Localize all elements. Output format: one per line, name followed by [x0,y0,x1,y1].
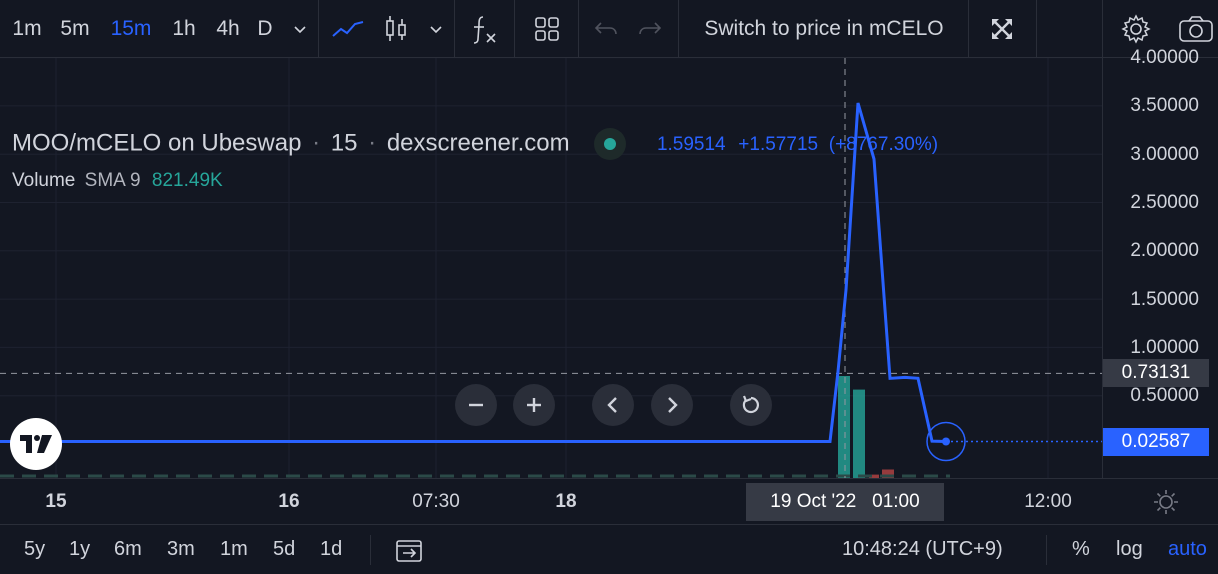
scroll-right-button[interactable] [651,384,693,426]
time-tick: 18 [555,490,577,512]
legend-separator: · [312,129,321,157]
price-axis[interactable]: 4.00000 3.50000 3.00000 2.50000 2.00000 … [1102,47,1218,478]
time-tick: 15 [45,490,67,512]
chart-type-chevron-icon[interactable] [424,0,448,57]
gear-icon[interactable] [1112,0,1160,57]
interval-4h-button[interactable]: 4h [216,16,240,40]
legend-source: dexscreener.com [386,129,570,157]
sun-icon[interactable] [1146,479,1186,524]
last-price-label: 0.02587 [1103,427,1209,456]
price-tick: 1.50000 [1130,289,1199,310]
price-tick: 0.50000 [1130,385,1199,406]
auto-scale-toggle[interactable]: auto [1168,538,1207,560]
undo-icon[interactable] [588,0,624,57]
layout-grid-icon[interactable] [524,0,570,57]
interval-15m-button[interactable]: 15m [110,16,152,40]
price-tick: 3.00000 [1130,144,1199,165]
scroll-left-button[interactable] [592,384,634,426]
interval-1h-button[interactable]: 1h [172,16,196,40]
price-tick: 1.00000 [1130,337,1199,358]
volume-bar [853,389,865,478]
range-1y-button[interactable]: 1y [69,538,91,560]
time-tick: 16 [278,490,300,512]
symbol-title: MOO/mCELO on Ubeswap [12,129,302,157]
price-tick: 2.00000 [1130,240,1199,261]
candles-icon[interactable] [376,0,416,57]
chart-pane[interactable]: MOO/mCELO on Ubeswap · 15 · dexscreener.… [0,58,1102,478]
time-axis[interactable]: 15 16 07:30 18 12:00 19 Oct '22 01:00 [0,478,1218,524]
fullscreen-icon[interactable] [978,0,1026,57]
zoom-out-button[interactable] [455,384,497,426]
crosshair-time-label: 19 Oct '22 01:00 [746,483,944,521]
volume-bar [869,474,879,478]
volume-bar [838,376,850,478]
last-point-dot [942,437,950,446]
volume-label: Volume [12,170,76,191]
log-scale-toggle[interactable]: log [1116,538,1143,560]
range-6m-button[interactable]: 6m [114,538,142,560]
zoom-in-button[interactable] [513,384,555,426]
top-toolbar: 1m 5m 15m 1h 4h D Switch to price in mCE… [0,0,1218,58]
time-tick: 07:30 [412,490,460,512]
camera-icon[interactable] [1172,0,1218,57]
price-chart[interactable] [0,58,1102,478]
switch-price-button[interactable]: Switch to price in mCELO [704,16,944,40]
range-3m-button[interactable]: 3m [167,538,195,560]
legend-interval: 15 [330,129,358,157]
interval-day-button[interactable]: D [257,16,273,40]
range-5y-button[interactable]: 5y [24,538,46,560]
legend-separator: · [368,129,377,157]
legend-price: 1.59514 [656,134,726,156]
legend-change: +1.57715 [738,134,819,156]
price-tick: 3.50000 [1130,95,1199,116]
volume-legend: Volume SMA 9 821.49K [12,170,223,192]
timezone-clock[interactable]: 10:48:24 (UTC+9) [842,538,1003,560]
interval-5m-button[interactable]: 5m [60,16,90,40]
chevron-down-icon[interactable] [288,0,312,57]
crosshair-price-label: 0.73131 [1103,359,1209,388]
legend-change-percent: (+8767.30%) [828,134,939,156]
last-point-ring [926,421,966,462]
range-1m-button[interactable]: 1m [220,538,248,560]
bottom-toolbar: 5y 1y 6m 3m 1m 5d 1d 10:48:24 (UTC+9) % … [0,524,1218,574]
line-chart-icon[interactable] [326,0,370,57]
reset-chart-button[interactable] [730,384,772,426]
volume-value: 821.49K [151,170,223,191]
price-tick: 4.00000 [1130,47,1199,68]
percent-scale-toggle[interactable]: % [1072,538,1090,560]
range-5d-button[interactable]: 5d [273,538,296,560]
time-tick: 12:00 [1024,490,1072,512]
range-1d-button[interactable]: 1d [320,538,343,560]
interval-1m-button[interactable]: 1m [12,16,42,40]
volume-bar [882,469,894,478]
chart-legend: MOO/mCELO on Ubeswap · 15 · dexscreener.… [12,128,938,160]
volume-sma-label: SMA 9 [84,170,141,191]
price-tick: 2.50000 [1130,192,1199,213]
tradingview-logo[interactable] [10,418,62,470]
redo-icon[interactable] [632,0,668,57]
market-status-icon[interactable] [594,128,627,160]
function-icon[interactable] [462,0,506,57]
date-range-icon[interactable] [394,525,424,574]
price-series-line [0,102,947,444]
